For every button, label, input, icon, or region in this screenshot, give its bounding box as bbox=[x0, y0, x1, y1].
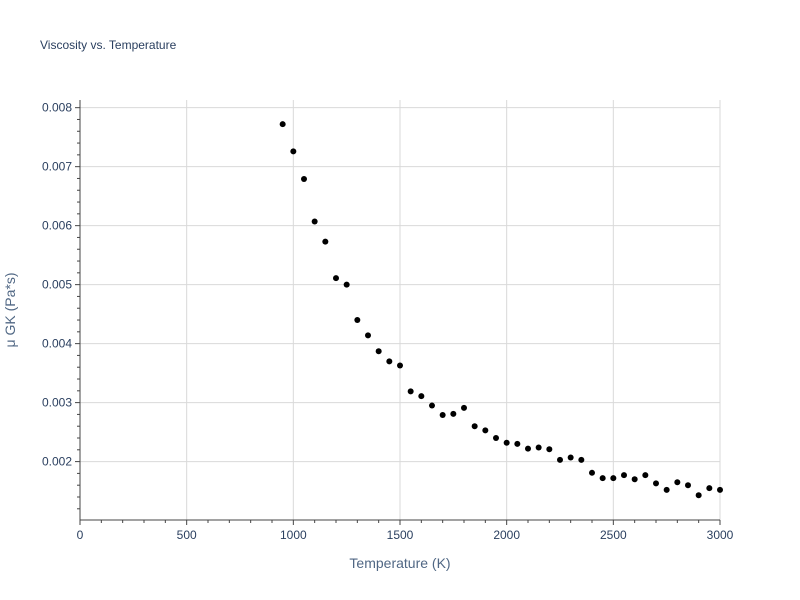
data-point bbox=[631, 476, 638, 483]
y-tick-label: 0.003 bbox=[42, 396, 72, 410]
data-point bbox=[674, 479, 681, 486]
x-tick-labels: 0 500 1000 1500 2000 2500 3000 bbox=[77, 528, 734, 542]
y-tick-label: 0.002 bbox=[42, 455, 72, 469]
y-tick-label: 0.004 bbox=[42, 337, 72, 351]
data-point bbox=[663, 486, 670, 493]
x-tick-label: 500 bbox=[177, 528, 197, 542]
x-tick-label: 2000 bbox=[493, 528, 520, 542]
x-tick-label: 1500 bbox=[387, 528, 414, 542]
y-tick-labels: 0.002 0.003 0.004 0.005 0.006 0.007 0.008 bbox=[42, 101, 72, 469]
data-point bbox=[642, 472, 649, 479]
y-tick-label: 0.005 bbox=[42, 278, 72, 292]
axes bbox=[75, 100, 721, 525]
data-point bbox=[578, 456, 585, 463]
data-point bbox=[354, 317, 361, 324]
data-point bbox=[439, 412, 446, 418]
x-tick-label: 3000 bbox=[707, 528, 734, 542]
x-axis-title: Temperature (K) bbox=[349, 555, 450, 571]
data-point bbox=[386, 358, 393, 365]
data-point bbox=[503, 439, 510, 446]
data-point bbox=[695, 492, 702, 499]
x-tick-label: 0 bbox=[77, 528, 84, 542]
y-gridlines bbox=[80, 107, 720, 463]
data-point bbox=[493, 435, 499, 442]
data-point bbox=[301, 176, 307, 183]
y-axis-title: μ GK (Pa*s) bbox=[2, 273, 18, 348]
data-point bbox=[279, 121, 286, 128]
data-point bbox=[407, 388, 414, 395]
data-point bbox=[375, 348, 382, 355]
data-point bbox=[429, 402, 435, 409]
data-point bbox=[418, 393, 425, 400]
y-tick-label: 0.006 bbox=[42, 219, 72, 233]
data-point bbox=[589, 469, 595, 476]
data-point bbox=[450, 410, 457, 417]
data-point bbox=[471, 423, 478, 430]
data-point bbox=[322, 238, 329, 245]
data-point bbox=[557, 456, 563, 463]
data-point bbox=[343, 281, 350, 288]
data-point bbox=[706, 485, 713, 492]
x-gridlines bbox=[186, 100, 721, 520]
x-tick-label: 2500 bbox=[600, 528, 627, 542]
data-point bbox=[397, 362, 403, 369]
data-point bbox=[653, 480, 659, 487]
data-point bbox=[311, 218, 318, 225]
x-tick-label: 1000 bbox=[280, 528, 307, 542]
data-point bbox=[482, 427, 489, 434]
y-tick-label: 0.007 bbox=[42, 160, 72, 174]
data-point bbox=[333, 275, 339, 282]
chart-title: Viscosity vs. Temperature bbox=[40, 38, 177, 52]
data-point bbox=[461, 404, 467, 411]
data-point bbox=[546, 446, 553, 453]
data-point bbox=[525, 445, 531, 452]
data-point bbox=[599, 475, 606, 482]
data-point bbox=[717, 486, 723, 493]
y-tick-label: 0.008 bbox=[42, 101, 72, 115]
data-points bbox=[279, 121, 723, 499]
data-point bbox=[535, 444, 542, 451]
data-point bbox=[290, 148, 297, 155]
data-point bbox=[567, 454, 574, 461]
data-point bbox=[610, 475, 617, 482]
data-point bbox=[365, 332, 371, 339]
data-point bbox=[621, 472, 627, 479]
data-point bbox=[685, 482, 691, 489]
data-point bbox=[514, 440, 521, 447]
